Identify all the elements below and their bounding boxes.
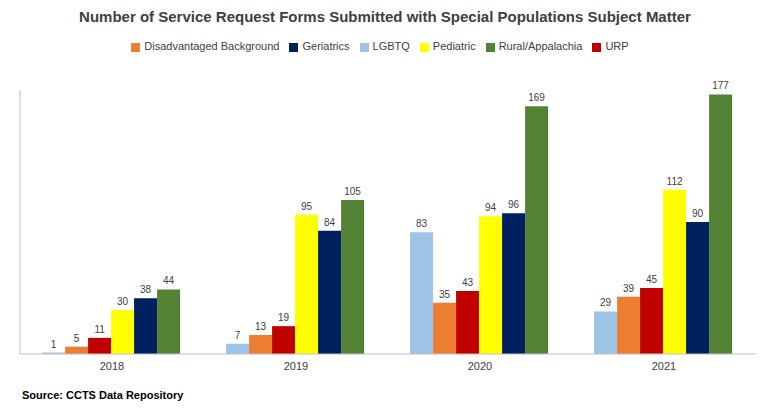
svg-text:38: 38 <box>140 284 152 295</box>
svg-text:96: 96 <box>508 199 520 210</box>
svg-text:95: 95 <box>301 201 313 212</box>
svg-text:45: 45 <box>646 274 658 285</box>
svg-text:35: 35 <box>439 289 451 300</box>
html-text:URP: URP <box>605 40 629 52</box>
html-text:Disadvantaged Background: Disadvantaged Background <box>144 40 280 52</box>
svg-text:39: 39 <box>623 283 635 294</box>
svg-text:2019: 2019 <box>284 360 308 372</box>
svg-text:2020: 2020 <box>468 360 492 372</box>
svg-text:11: 11 <box>94 324 105 335</box>
svg-text:29: 29 <box>600 297 612 308</box>
svg-text:112: 112 <box>667 176 683 187</box>
svg-text:44: 44 <box>163 275 175 286</box>
svg-text:2021: 2021 <box>652 360 676 372</box>
svg-text:43: 43 <box>462 277 474 288</box>
svg-text:1: 1 <box>51 339 57 350</box>
svg-text:177: 177 <box>712 80 729 91</box>
svg-text:7: 7 <box>235 330 241 341</box>
svg-text:2018: 2018 <box>100 360 124 372</box>
svg-text:5: 5 <box>74 333 80 344</box>
html-text:Number of Service Request Form: Number of Service Request Forms Submitte… <box>79 8 691 25</box>
html-text:Pediatric: Pediatric <box>432 40 476 52</box>
svg-text:19: 19 <box>278 312 290 323</box>
svg-text:94: 94 <box>485 202 497 213</box>
svg-text:83: 83 <box>416 218 428 229</box>
svg-text:105: 105 <box>344 186 361 197</box>
svg-text:30: 30 <box>117 296 129 307</box>
svg-text:169: 169 <box>528 92 545 103</box>
svg-text:84: 84 <box>324 217 336 228</box>
html-text:Geriatrics: Geriatrics <box>302 40 350 52</box>
html-text:Rural/Appalachia: Rural/Appalachia <box>498 40 583 52</box>
html-text:Source: CCTS Data Repository: Source: CCTS Data Repository <box>22 389 184 401</box>
svg-text:13: 13 <box>255 321 267 332</box>
html-text:LGBTQ: LGBTQ <box>372 40 410 52</box>
svg-text:90: 90 <box>692 208 704 219</box>
